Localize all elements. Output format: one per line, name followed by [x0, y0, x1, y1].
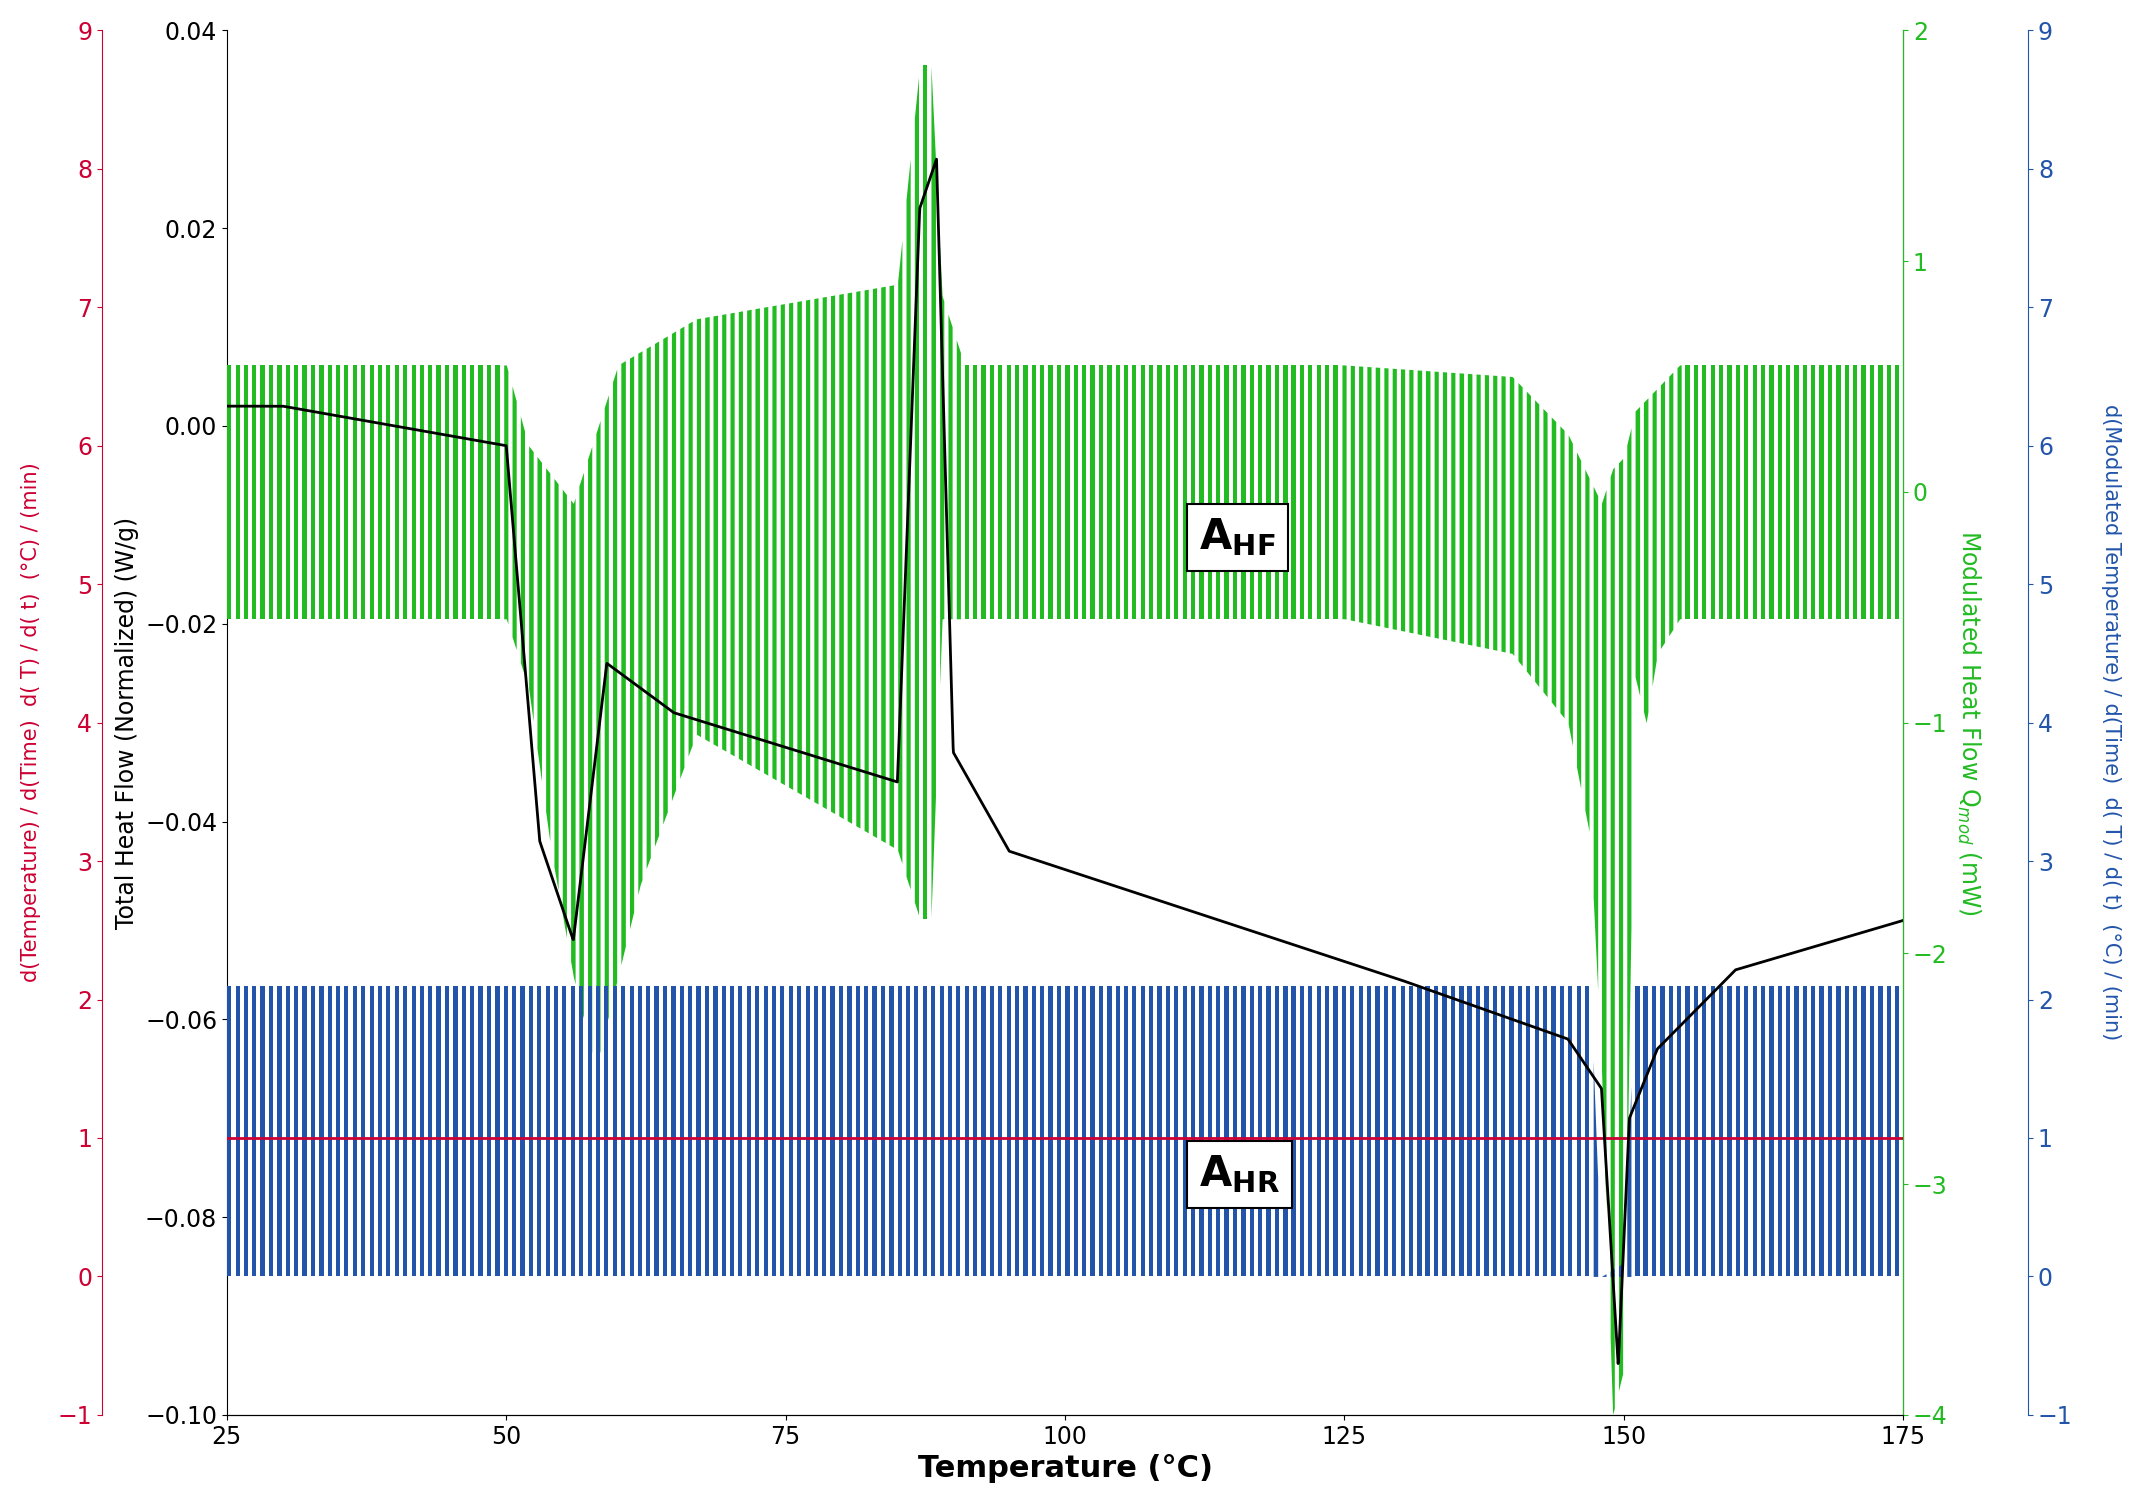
Y-axis label: d(Modulated Temperature) / d(Time)  d( T) / d( t)  (°C) / (min): d(Modulated Temperature) / d(Time) d( T)…: [2101, 405, 2121, 1041]
Y-axis label: Modulated Heat Flow Q$_{mod}$ (mW): Modulated Heat Flow Q$_{mod}$ (mW): [1956, 529, 1981, 916]
Text: $\mathbf{A_{HF}}$: $\mathbf{A_{HF}}$: [1200, 516, 1274, 558]
Text: $\mathbf{A_{HR}}$: $\mathbf{A_{HR}}$: [1200, 1154, 1281, 1196]
Y-axis label: Total Heat Flow (Normalized) (W/g): Total Heat Flow (Normalized) (W/g): [116, 516, 139, 928]
Y-axis label: d(Temperature) / d(Time)  d( T) / d( t)  (°C) / (min): d(Temperature) / d(Time) d( T) / d( t) (…: [21, 463, 41, 982]
X-axis label: Temperature (°C): Temperature (°C): [917, 1454, 1212, 1483]
